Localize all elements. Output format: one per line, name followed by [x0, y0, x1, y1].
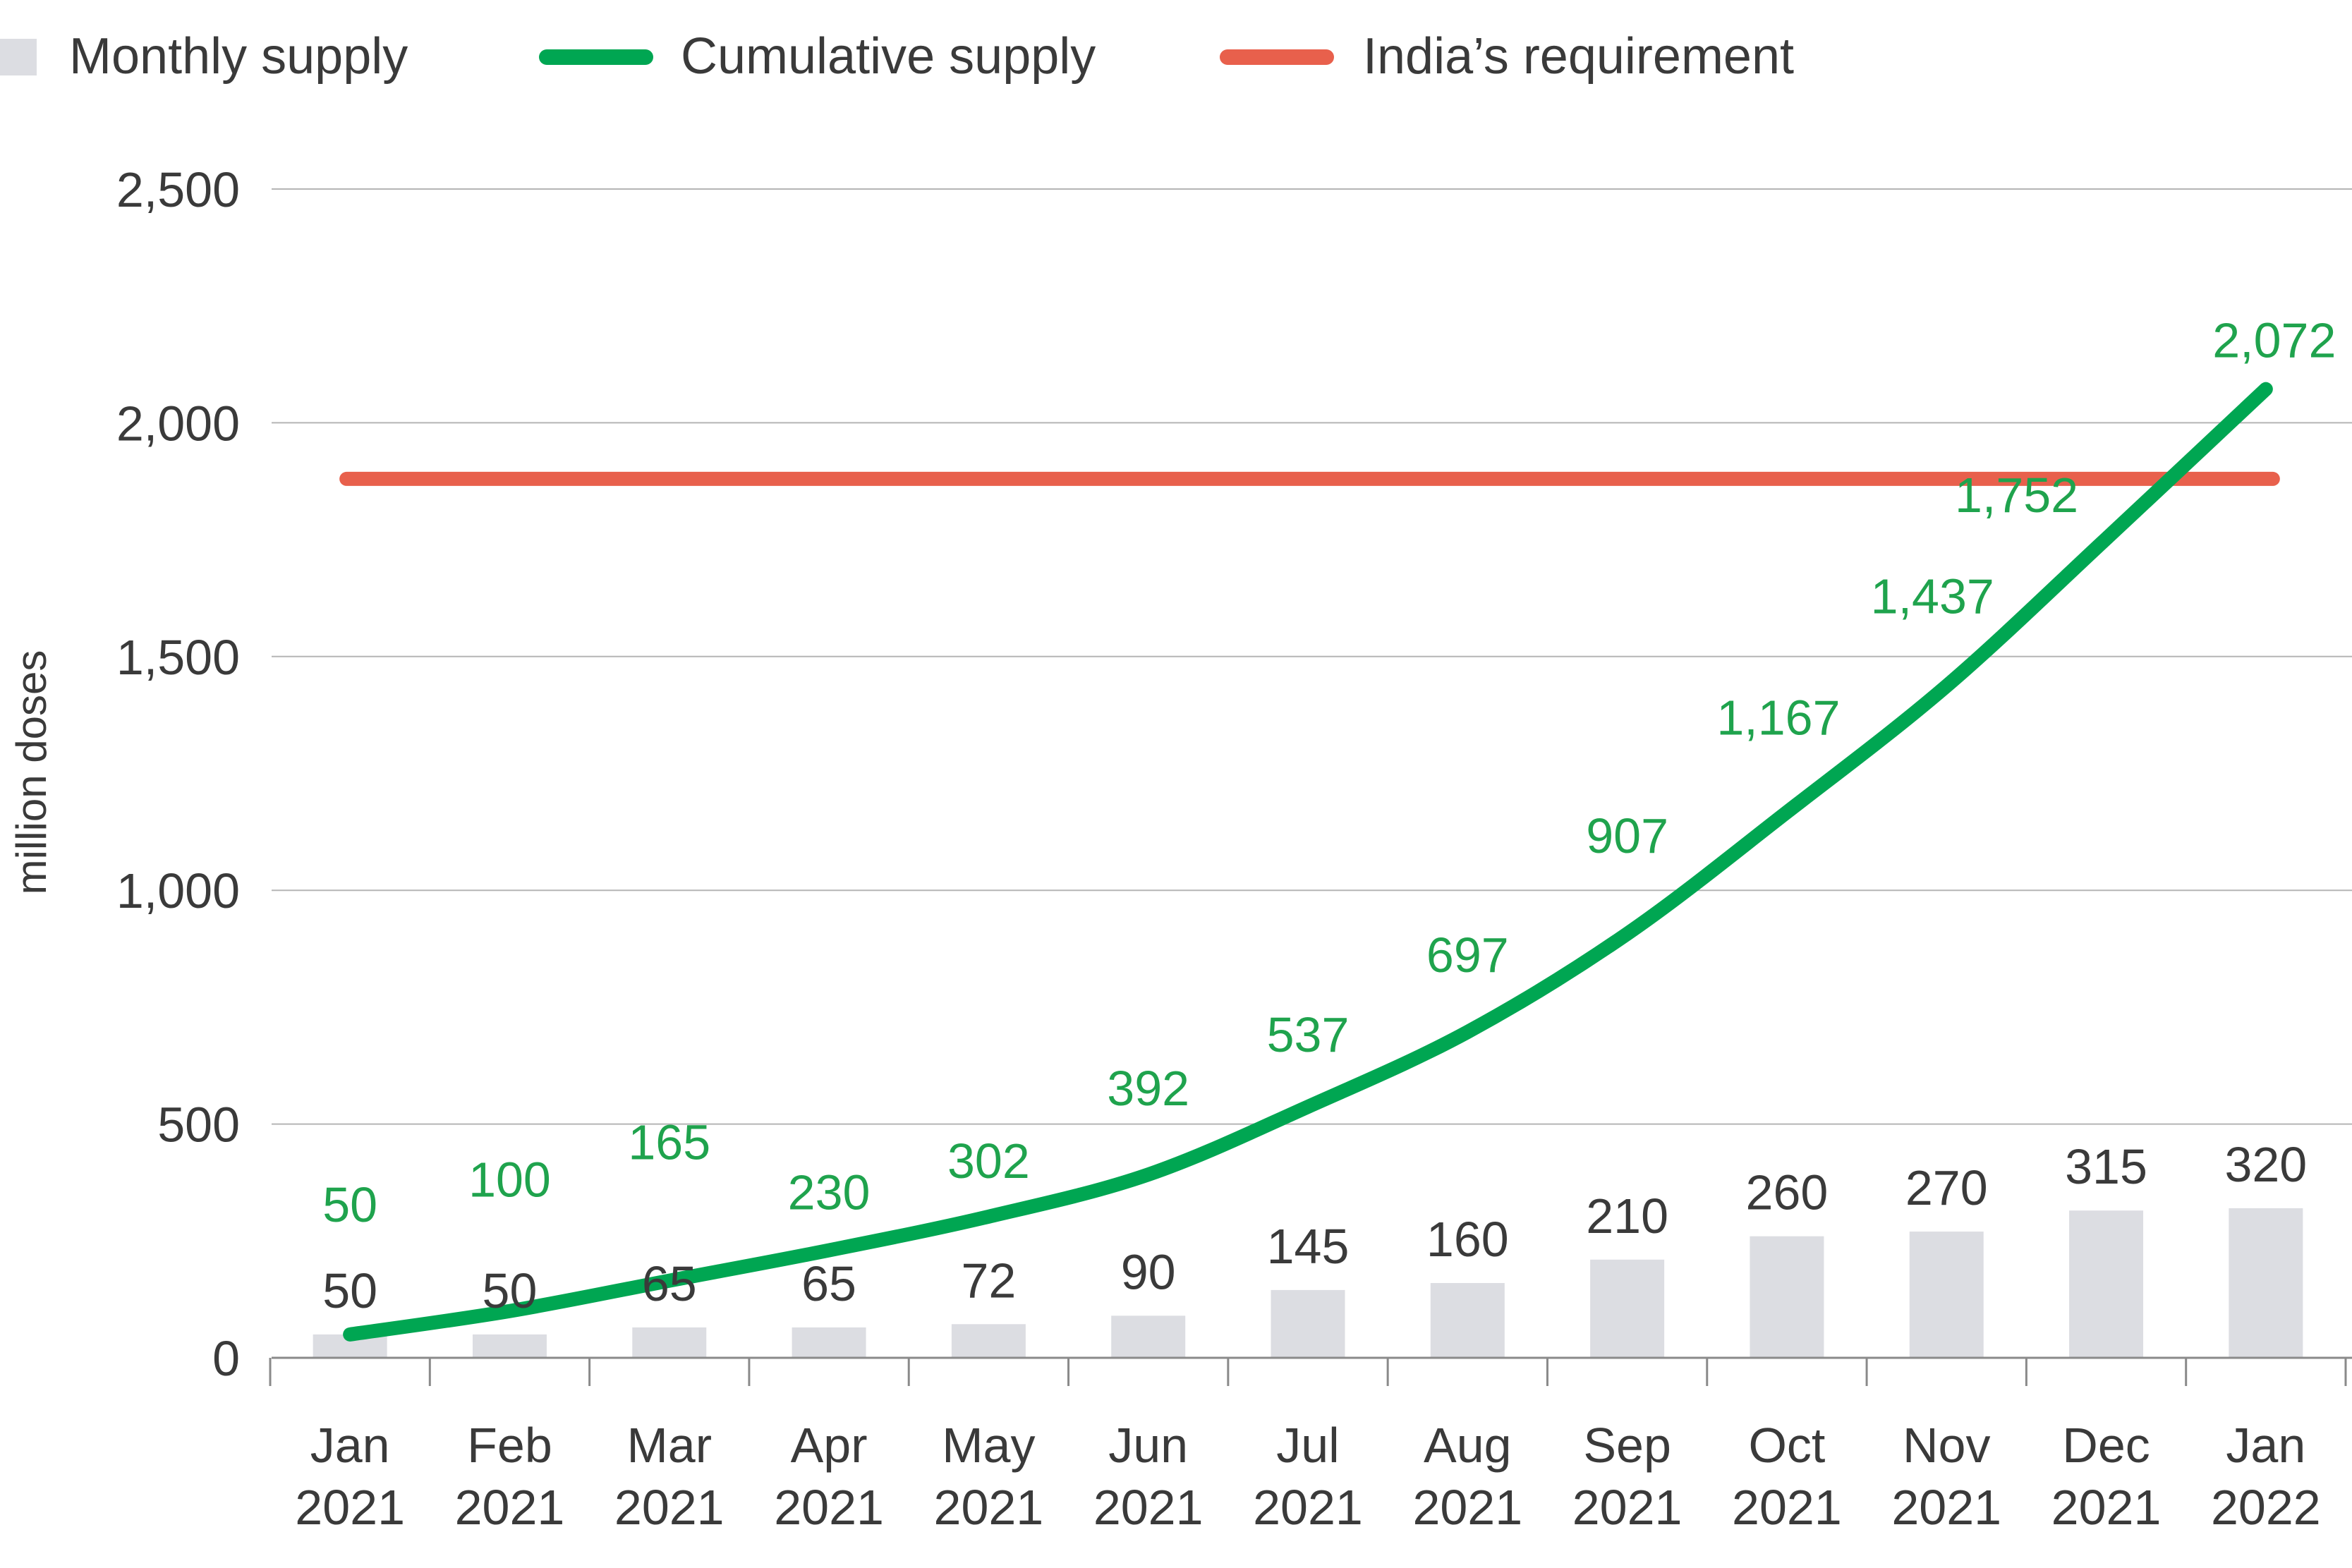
legend-label-monthly-supply: Monthly supply — [69, 28, 408, 85]
x-tick-label-year: 2021 — [614, 1480, 725, 1535]
cumulative-supply-label: 302 — [947, 1134, 1030, 1189]
cumulative-supply-label: 537 — [1267, 1007, 1350, 1062]
monthly-supply-bar — [951, 1324, 1026, 1358]
monthly-supply-bar — [2229, 1208, 2303, 1358]
x-tick-label-year: 2021 — [295, 1480, 405, 1535]
monthly-supply-label: 260 — [1746, 1165, 1829, 1220]
cumulative-supply-label: 100 — [468, 1153, 551, 1208]
x-tick-label-year: 2021 — [1572, 1480, 1683, 1535]
cumulative-supply-label: 1,437 — [1871, 569, 1994, 624]
legend-swatch-monthly-supply — [0, 39, 37, 75]
cumulative-supply-line — [343, 382, 2273, 1342]
monthly-supply-label: 72 — [961, 1253, 1016, 1308]
monthly-supply-bar — [1909, 1232, 1984, 1358]
x-tick-label-year: 2021 — [455, 1480, 565, 1535]
monthly-supply-label: 65 — [801, 1256, 856, 1311]
cumulative-supply-label: 1,167 — [1716, 691, 1840, 746]
monthly-supply-label: 320 — [2224, 1137, 2307, 1192]
legend: Monthly supply Cumulative supply India’s… — [0, 28, 1794, 85]
monthly-supply-label: 210 — [1586, 1189, 1668, 1244]
x-tick-label-year: 2021 — [1891, 1480, 2001, 1535]
x-tick-label-month: Feb — [467, 1418, 552, 1473]
monthly-supply-label: 65 — [642, 1256, 697, 1311]
y-tick-label: 500 — [157, 1098, 240, 1153]
legend-label-cumulative-supply: Cumulative supply — [681, 28, 1096, 85]
y-tick-label: 2,000 — [116, 396, 240, 451]
monthly-supply-label: 315 — [2065, 1139, 2147, 1194]
x-tick-label-year: 2021 — [1253, 1480, 1363, 1535]
x-tick-label-month: Jan — [310, 1418, 390, 1473]
cumulative-supply-label: 230 — [788, 1165, 871, 1220]
cumulative-supply-label: 50 — [322, 1177, 377, 1232]
monthly-supply-bar — [1750, 1236, 1824, 1358]
x-tick-label-year: 2021 — [934, 1480, 1044, 1535]
x-tick-label-month: Apr — [791, 1418, 868, 1473]
x-tick-label-year: 2021 — [1093, 1480, 1204, 1535]
x-tick-label-month: Dec — [2062, 1418, 2150, 1473]
x-tick-label-year: 2022 — [2211, 1480, 2321, 1535]
monthly-supply-label: 145 — [1267, 1219, 1350, 1274]
y-axis-title: million doses — [8, 650, 55, 895]
x-tick-label-month: Oct — [1748, 1418, 1825, 1473]
monthly-supply-label: 50 — [483, 1263, 538, 1318]
x-tick-label-month: May — [942, 1418, 1035, 1473]
monthly-supply-bar — [792, 1327, 866, 1358]
x-tick-label-year: 2021 — [1732, 1480, 1842, 1535]
monthly-supply-label: 270 — [1905, 1160, 1988, 1215]
monthly-supply-label: 160 — [1426, 1212, 1509, 1267]
x-tick-label-month: Jul — [1276, 1418, 1339, 1473]
monthly-supply-label: 90 — [1121, 1244, 1176, 1299]
x-tick-label-year: 2021 — [774, 1480, 884, 1535]
cumulative-supply-label: 697 — [1426, 928, 1509, 983]
monthly-supply-bar — [632, 1327, 707, 1358]
x-tick-label-month: Jun — [1108, 1418, 1188, 1473]
cumulative-supply-label: 1,752 — [1955, 468, 2078, 523]
x-tick-label-month: Mar — [626, 1418, 712, 1473]
legend-label-indias-requirement: India’s requirement — [1363, 28, 1794, 85]
cumulative-supply-label: 2,072 — [2212, 313, 2336, 368]
x-tick-label-month: Aug — [1424, 1418, 1512, 1473]
x-tick-label-year: 2021 — [2051, 1480, 2162, 1535]
monthly-supply-bar — [1430, 1282, 1505, 1358]
x-tick-label-month: Jan — [2226, 1418, 2305, 1473]
monthly-supply-bar — [472, 1334, 547, 1358]
monthly-supply-bar — [1111, 1315, 1186, 1358]
monthly-supply-bar — [1590, 1259, 1665, 1358]
monthly-supply-bar — [2069, 1210, 2144, 1358]
y-tick-label: 2,500 — [116, 162, 240, 217]
monthly-supply-label: 50 — [322, 1263, 377, 1318]
x-tick-label-year: 2021 — [1412, 1480, 1522, 1535]
x-tick-label-month: Sep — [1583, 1418, 1671, 1473]
cumulative-supply-label: 392 — [1107, 1061, 1189, 1116]
cumulative-supply-label: 165 — [628, 1115, 710, 1170]
y-tick-label: 1,500 — [116, 630, 240, 685]
x-tick-label-month: Nov — [1903, 1418, 1990, 1473]
monthly-supply-bar — [1271, 1289, 1345, 1358]
y-tick-label: 1,000 — [116, 863, 240, 918]
y-tick-label: 0 — [212, 1331, 240, 1386]
cumulative-supply-label: 907 — [1586, 808, 1668, 863]
